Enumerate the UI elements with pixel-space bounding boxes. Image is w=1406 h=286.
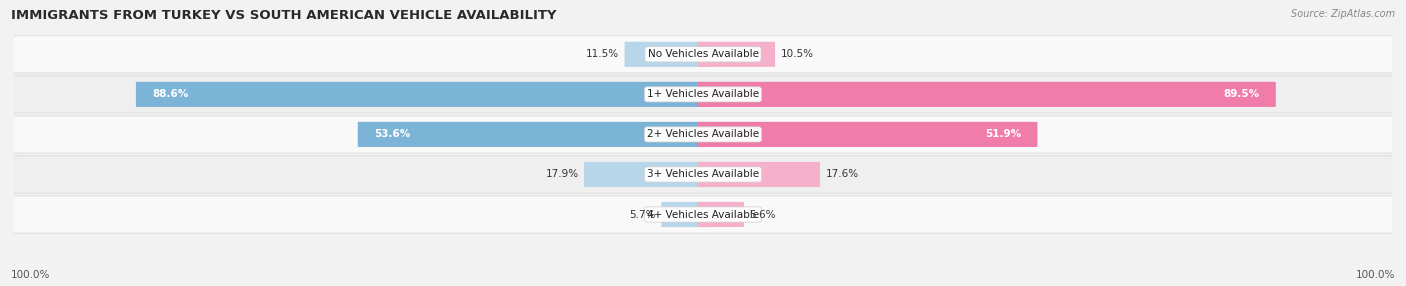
FancyBboxPatch shape: [583, 162, 709, 187]
Text: No Vehicles Available: No Vehicles Available: [648, 49, 758, 59]
FancyBboxPatch shape: [624, 42, 709, 67]
FancyBboxPatch shape: [697, 202, 744, 227]
FancyBboxPatch shape: [0, 116, 1406, 153]
FancyBboxPatch shape: [697, 82, 1275, 107]
FancyBboxPatch shape: [0, 76, 1406, 113]
Text: 17.6%: 17.6%: [825, 170, 859, 179]
Text: 100.0%: 100.0%: [1355, 270, 1395, 280]
FancyBboxPatch shape: [697, 122, 1038, 147]
Text: 5.7%: 5.7%: [630, 210, 655, 219]
FancyBboxPatch shape: [0, 156, 1406, 193]
Text: Source: ZipAtlas.com: Source: ZipAtlas.com: [1291, 9, 1395, 19]
FancyBboxPatch shape: [697, 42, 775, 67]
Text: 17.9%: 17.9%: [546, 170, 578, 179]
Text: 51.9%: 51.9%: [984, 130, 1021, 139]
Text: 89.5%: 89.5%: [1223, 90, 1260, 99]
FancyBboxPatch shape: [661, 202, 709, 227]
Text: 53.6%: 53.6%: [374, 130, 411, 139]
FancyBboxPatch shape: [697, 162, 820, 187]
Text: 88.6%: 88.6%: [152, 90, 188, 99]
Text: 5.6%: 5.6%: [749, 210, 776, 219]
Text: 11.5%: 11.5%: [586, 49, 619, 59]
Text: 4+ Vehicles Available: 4+ Vehicles Available: [647, 210, 759, 219]
FancyBboxPatch shape: [136, 82, 709, 107]
FancyBboxPatch shape: [0, 196, 1406, 233]
Text: 100.0%: 100.0%: [11, 270, 51, 280]
Text: 1+ Vehicles Available: 1+ Vehicles Available: [647, 90, 759, 99]
Text: 3+ Vehicles Available: 3+ Vehicles Available: [647, 170, 759, 179]
FancyBboxPatch shape: [357, 122, 709, 147]
Text: 2+ Vehicles Available: 2+ Vehicles Available: [647, 130, 759, 139]
Text: 10.5%: 10.5%: [780, 49, 814, 59]
Text: IMMIGRANTS FROM TURKEY VS SOUTH AMERICAN VEHICLE AVAILABILITY: IMMIGRANTS FROM TURKEY VS SOUTH AMERICAN…: [11, 9, 557, 21]
FancyBboxPatch shape: [0, 36, 1406, 73]
